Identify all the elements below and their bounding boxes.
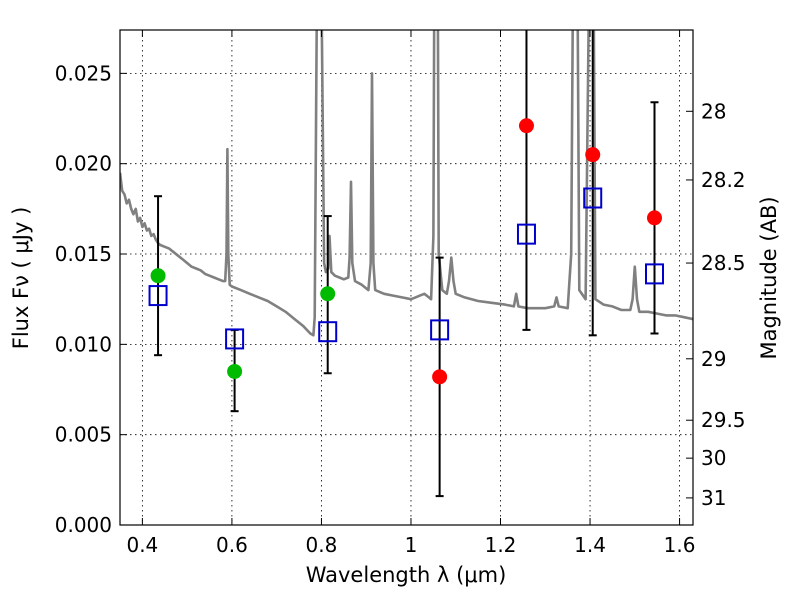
model-flux-square	[516, 223, 536, 245]
y-axis-title: Flux Fν ( μJy )	[9, 207, 33, 350]
x-tick-label: 1.4	[574, 533, 606, 557]
right-tick-label: 28	[701, 99, 726, 123]
right-tick-label: 28.2	[701, 168, 746, 192]
right-tick-label: 28.5	[701, 251, 746, 275]
model-flux-square	[583, 187, 603, 209]
plot-frame	[119, 29, 694, 526]
model-flux-square	[318, 321, 338, 343]
x-tick-label: 0.6	[216, 533, 248, 557]
data-markers	[148, 118, 665, 385]
right-tick-label: 29	[701, 347, 726, 371]
right-tick-label: 29.5	[701, 408, 746, 432]
model-flux-square	[148, 285, 168, 307]
y-tick-label: 0.025	[55, 61, 112, 85]
x-tick-label: 0.8	[306, 533, 338, 557]
photometry-point	[432, 369, 448, 385]
x-tick-label: 1.2	[485, 533, 517, 557]
model-flux-square	[225, 328, 245, 350]
x-tick-label: 1.6	[664, 533, 696, 557]
model-flux-square	[430, 319, 450, 341]
spectrum-line	[120, 30, 693, 337]
plot-area	[120, 30, 693, 525]
axis-ticks	[120, 30, 693, 526]
photometry-point	[518, 118, 534, 134]
tick-labels: 0.4 0.6 0.8 1 1.2 1.4 1.6 0.000 0.005 0.010 0.015 0…	[55, 61, 746, 557]
right-tick-label: 30	[701, 446, 726, 470]
photometry-point	[150, 268, 166, 284]
x-axis-title: Wavelength λ (μm)	[306, 563, 507, 587]
y-tick-label: 0.010	[55, 332, 112, 356]
spectrum-layer	[120, 30, 693, 337]
x-tick-label: 1	[405, 533, 418, 557]
photometry-point	[647, 210, 663, 226]
model-flux-square	[645, 263, 665, 285]
y-tick-label: 0.005	[55, 423, 112, 447]
photometry-point	[320, 286, 336, 302]
right-axis-title: Magnitude (AB)	[757, 196, 781, 359]
x-tick-label: 0.4	[126, 533, 158, 557]
y-tick-label: 0.015	[55, 242, 112, 266]
photometry-point	[227, 363, 243, 379]
photometry-point	[585, 147, 601, 163]
y-tick-label: 0.000	[55, 513, 112, 537]
y-tick-label: 0.020	[55, 152, 112, 176]
right-tick-label: 31	[701, 486, 726, 510]
